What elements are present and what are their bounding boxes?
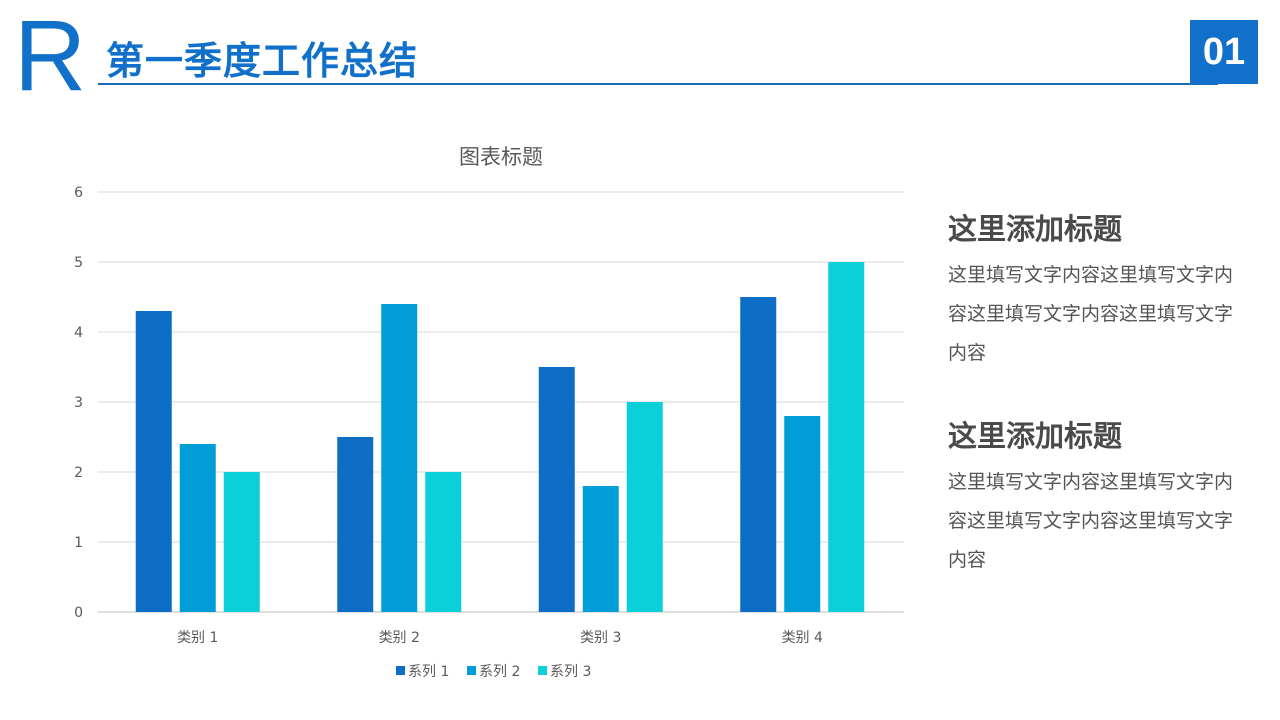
bar-3-4 [828,262,865,612]
block-body: 这里填写文字内容这里填写文字内容这里填写文字内容这里填写文字内容 [948,471,1234,571]
bar-3-2 [425,472,462,612]
text-block-1: 这里添加标题 这里填写文字内容这里填写文字内容这里填写文字内容这里填写文字内容 [948,206,1248,373]
block-heading: 这里添加标题 [948,419,1123,453]
y-tick-label: 2 [74,465,83,481]
bar-3-1 [223,472,260,612]
page-title: 第一季度工作总结 [106,39,419,83]
y-tick-label: 5 [74,255,83,271]
block-heading: 这里添加标题 [948,212,1123,246]
legend-label: 系列 2 [479,664,520,680]
block-body: 这里填写文字内容这里填写文字内容这里填写文字内容这里填写文字内容 [948,264,1234,364]
bar-1-3 [538,367,575,612]
y-tick-label: 3 [74,395,83,411]
bar-2-4 [784,416,821,612]
legend-swatch [467,666,476,675]
y-tick-label: 6 [74,185,83,201]
legend-swatch [396,666,405,675]
bar-2-2 [381,304,418,612]
legend-label: 系列 1 [408,664,449,680]
bar-2-3 [582,486,619,612]
chart-title: 图表标题 [459,145,543,169]
page-number: 01 [1190,20,1258,84]
x-tick-label: 类别 2 [379,630,420,646]
header-divider [98,83,1218,85]
legend-swatch [538,666,547,675]
bar-1-1 [135,311,172,612]
y-tick-label: 4 [74,325,83,341]
bar-1-4 [740,297,777,612]
bar-2-1 [179,444,216,612]
y-tick-label: 0 [74,605,83,621]
bar-chart: 图表标题 0 1 2 3 4 5 6 类别 1 类别 2 类别 3 类别 4 系列 1 系列 2 系列 3 [74,145,904,680]
bar-1-2 [337,437,374,612]
x-tick-label: 类别 3 [580,630,621,646]
legend-label: 系列 3 [550,664,591,680]
x-tick-label: 类别 4 [782,630,823,646]
x-tick-label: 类别 1 [177,630,218,646]
text-block-2: 这里添加标题 这里填写文字内容这里填写文字内容这里填写文字内容这里填写文字内容 [948,413,1248,580]
bar-3-3 [626,402,663,612]
logo-letter: R [14,0,87,112]
y-tick-label: 1 [74,535,83,551]
